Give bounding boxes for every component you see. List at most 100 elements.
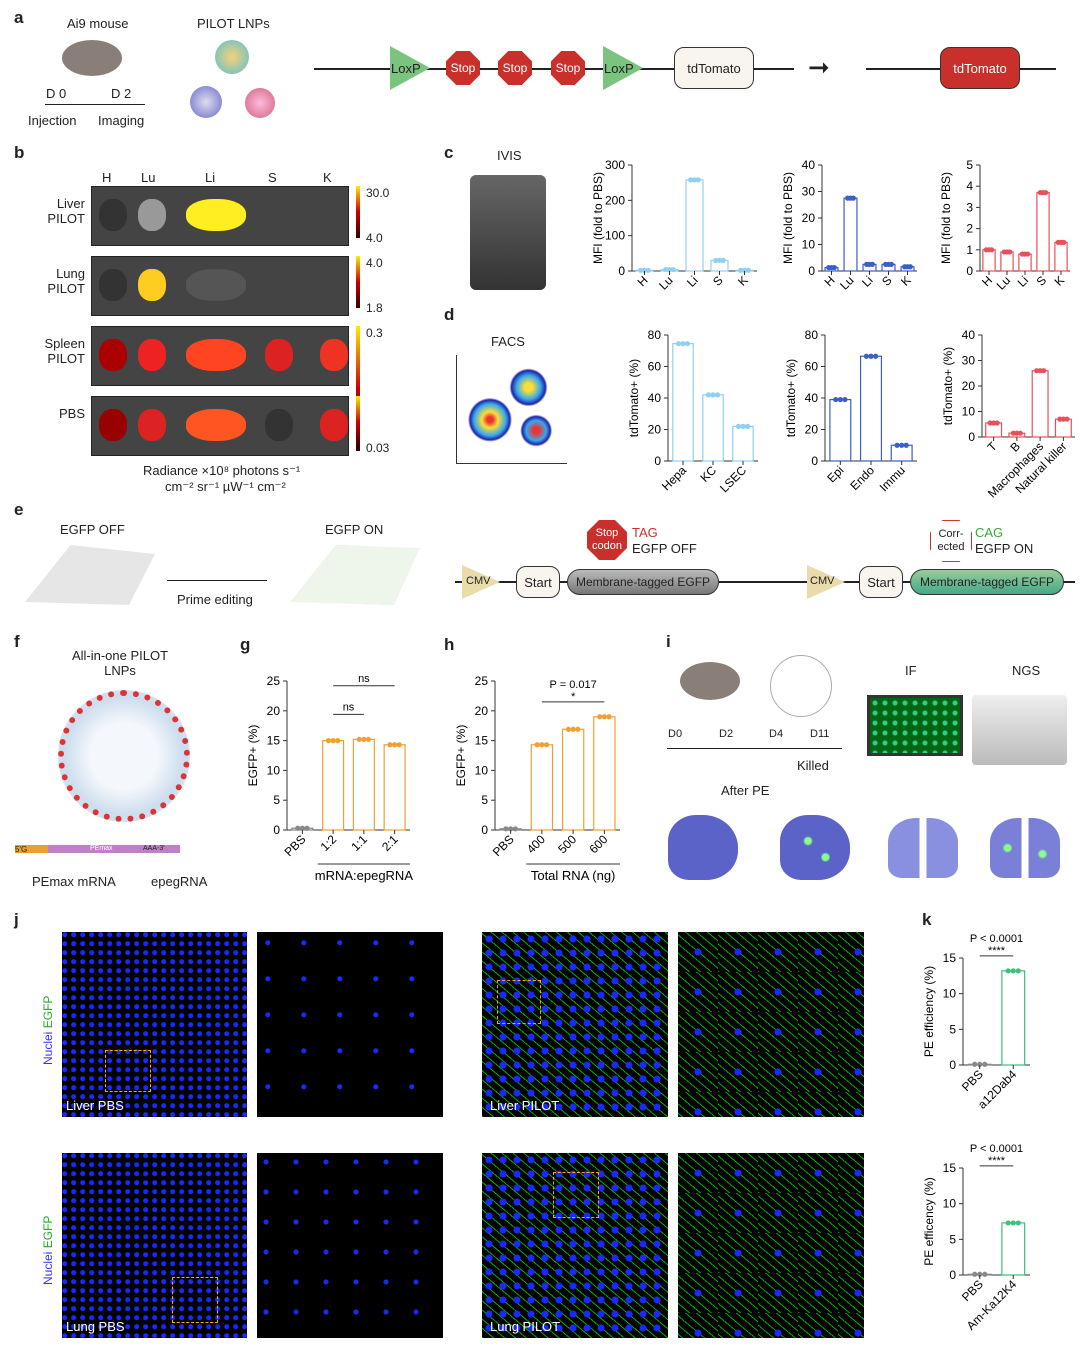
chart-g: 0 5 10 15 20 25 EGFP+ (%) PBS 1:2 1:1 2:1 mRNA:epeg… bbox=[246, 671, 415, 886]
micrograph-liver-pbs-zoom bbox=[257, 932, 443, 1117]
mouse-icon bbox=[680, 662, 740, 700]
x-axis-label: mRNA:epegRNA bbox=[315, 868, 414, 883]
start-codon: Start bbox=[516, 566, 560, 598]
y-tick-label: 20 bbox=[802, 211, 816, 225]
data-point bbox=[575, 726, 581, 732]
lung-pbs-label: Lung PBS bbox=[66, 1319, 125, 1334]
cmv-label: CMV bbox=[810, 575, 835, 587]
bar bbox=[1001, 1222, 1026, 1276]
y-axis-label: PE efficiency (%) bbox=[922, 966, 936, 1057]
y-tick-label: 0 bbox=[966, 264, 973, 278]
x-tick-label: H bbox=[979, 273, 995, 289]
j-ylabel-top: Nuclei EGFP bbox=[41, 996, 55, 1065]
organ bbox=[320, 269, 348, 301]
cag-label: CAG bbox=[975, 525, 1004, 540]
y-tick-label: 5 bbox=[949, 1022, 956, 1036]
liver-pbs-label: Liver PBS bbox=[66, 1098, 124, 1113]
y-tick-label: 0 bbox=[949, 1058, 956, 1072]
organ bbox=[265, 199, 293, 231]
chart-d1: 0 20 40 60 80 tdTomato+ (%) Hepa KC LSEC bbox=[627, 325, 763, 495]
d2-label: D2 bbox=[719, 728, 734, 740]
colorbar-max: 0.3 bbox=[366, 326, 383, 340]
y-tick-label: 0 bbox=[654, 454, 661, 468]
j-ylabel-bottom: Nuclei EGFP bbox=[41, 1216, 55, 1285]
data-point bbox=[688, 177, 694, 183]
x-tick-label: PBS bbox=[959, 1067, 986, 1094]
chart-svg: 0 5 10 15 20 25 EGFP+ (%) PBS 1:2 1:1 2:1 mRNA:epeg… bbox=[246, 673, 414, 883]
panel-label-a: a bbox=[14, 8, 24, 27]
facs-label: FACS bbox=[491, 334, 525, 349]
data-point bbox=[325, 738, 332, 744]
data-point bbox=[972, 1061, 978, 1067]
x-tick-label: LSEC bbox=[717, 463, 749, 495]
panel-label-i: i bbox=[666, 632, 671, 651]
lung-icon bbox=[888, 818, 958, 878]
data-point bbox=[741, 267, 748, 273]
lnps-label: PILOT LNPs bbox=[197, 16, 270, 31]
egfp-label: EGFP bbox=[41, 995, 55, 1029]
data-point bbox=[330, 738, 336, 744]
y-tick-label: 10 bbox=[943, 987, 957, 1001]
data-point bbox=[638, 267, 644, 273]
x-tick-label: K bbox=[735, 273, 751, 289]
panel-label-c: c bbox=[444, 143, 454, 162]
chart-c3: 0 1 2 3 4 5 MFI (fold to PBS) H Lu Li S K bbox=[939, 155, 1075, 305]
y-axis-label: EGFP+ (%) bbox=[246, 725, 260, 787]
row-label: Lung PILOT bbox=[47, 266, 85, 296]
data-point bbox=[335, 738, 341, 744]
data-point bbox=[606, 714, 612, 720]
x-tick-label: Immu bbox=[877, 463, 908, 494]
egfp-gene-off: Membrane-tagged EGFP bbox=[567, 569, 719, 595]
stop-codon-icon: Stop codon bbox=[587, 520, 627, 560]
data-point bbox=[972, 1271, 978, 1277]
radiance-label: Radiance ×10⁸ photons s⁻¹ bbox=[143, 463, 301, 478]
data-point bbox=[570, 726, 576, 732]
y-tick-label: 10 bbox=[802, 238, 816, 252]
y-tick-label: 10 bbox=[962, 405, 976, 419]
imaging-label: Imaging bbox=[98, 113, 145, 128]
lnp-icon bbox=[215, 40, 249, 74]
organ-image bbox=[91, 326, 349, 386]
panel-label-e: e bbox=[14, 500, 24, 519]
killed-label: Killed bbox=[797, 758, 829, 773]
y-tick-label: 80 bbox=[805, 328, 819, 342]
bar bbox=[383, 744, 406, 831]
sig-stars: * bbox=[571, 691, 576, 703]
bar bbox=[530, 744, 554, 831]
organ bbox=[265, 269, 293, 301]
data-point bbox=[539, 742, 545, 748]
x-tick-label: Lu bbox=[837, 273, 856, 292]
bar bbox=[685, 179, 704, 272]
bar bbox=[859, 355, 883, 462]
data-point bbox=[1010, 968, 1016, 974]
data-point bbox=[899, 442, 905, 448]
data-point bbox=[833, 396, 839, 403]
egfp-off-construct-label: EGFP OFF bbox=[632, 541, 697, 556]
data-point bbox=[365, 736, 372, 743]
lung-pilot-label: Lung PILOT bbox=[490, 1319, 561, 1334]
y-tick-label: 10 bbox=[267, 763, 281, 777]
y-axis-label: EGFP+ (%) bbox=[454, 725, 468, 787]
x-tick-label: Endo bbox=[847, 463, 877, 493]
y-axis-label: PE efficency (%) bbox=[922, 1177, 936, 1265]
data-point bbox=[716, 257, 723, 263]
organ bbox=[99, 409, 127, 441]
data-point bbox=[508, 826, 514, 832]
y-tick-label: 0 bbox=[618, 264, 625, 278]
bar bbox=[1031, 370, 1049, 438]
loxp-label: LoxP bbox=[604, 61, 634, 76]
bar bbox=[672, 343, 694, 462]
data-point bbox=[745, 267, 751, 273]
bar bbox=[732, 425, 754, 462]
organ-image bbox=[91, 256, 349, 316]
y-tick-label: 15 bbox=[943, 1161, 957, 1175]
data-point bbox=[1025, 251, 1031, 257]
row-label: PBS bbox=[58, 406, 85, 421]
start-codon: Start bbox=[859, 566, 903, 598]
tag-label: TAG bbox=[632, 525, 658, 540]
bar bbox=[1000, 251, 1014, 272]
x-tick-label: Lu bbox=[994, 273, 1013, 292]
bar bbox=[829, 398, 852, 462]
x-tick-label: 600 bbox=[586, 832, 610, 856]
